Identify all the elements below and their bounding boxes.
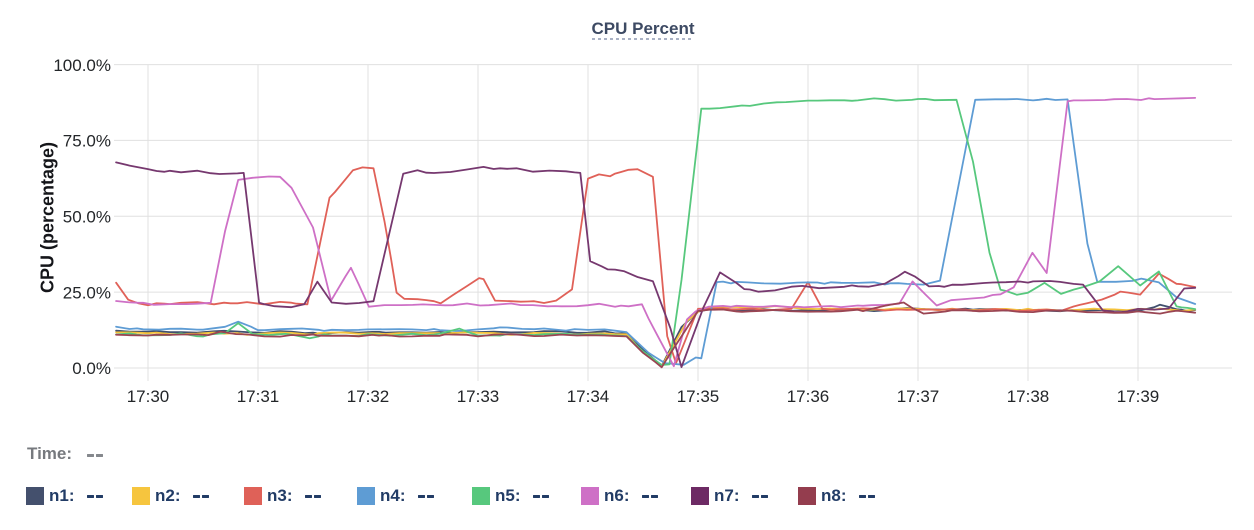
svg-text:17:37: 17:37: [897, 387, 940, 406]
svg-text:50.0%: 50.0%: [63, 208, 111, 227]
svg-text:17:39: 17:39: [1117, 387, 1160, 406]
svg-text:0.0%: 0.0%: [72, 359, 111, 378]
svg-text:25.0%: 25.0%: [63, 283, 111, 302]
svg-text:17:32: 17:32: [347, 387, 390, 406]
svg-text:17:35: 17:35: [677, 387, 720, 406]
svg-text:17:33: 17:33: [457, 387, 500, 406]
svg-text:75.0%: 75.0%: [63, 132, 111, 151]
svg-text:CPU (percentage): CPU (percentage): [38, 142, 58, 293]
svg-text:17:30: 17:30: [127, 387, 170, 406]
svg-text:17:36: 17:36: [787, 387, 830, 406]
svg-text:17:31: 17:31: [237, 387, 280, 406]
svg-text:17:38: 17:38: [1007, 387, 1050, 406]
svg-text:17:34: 17:34: [567, 387, 610, 406]
svg-text:100.0%: 100.0%: [53, 56, 111, 75]
